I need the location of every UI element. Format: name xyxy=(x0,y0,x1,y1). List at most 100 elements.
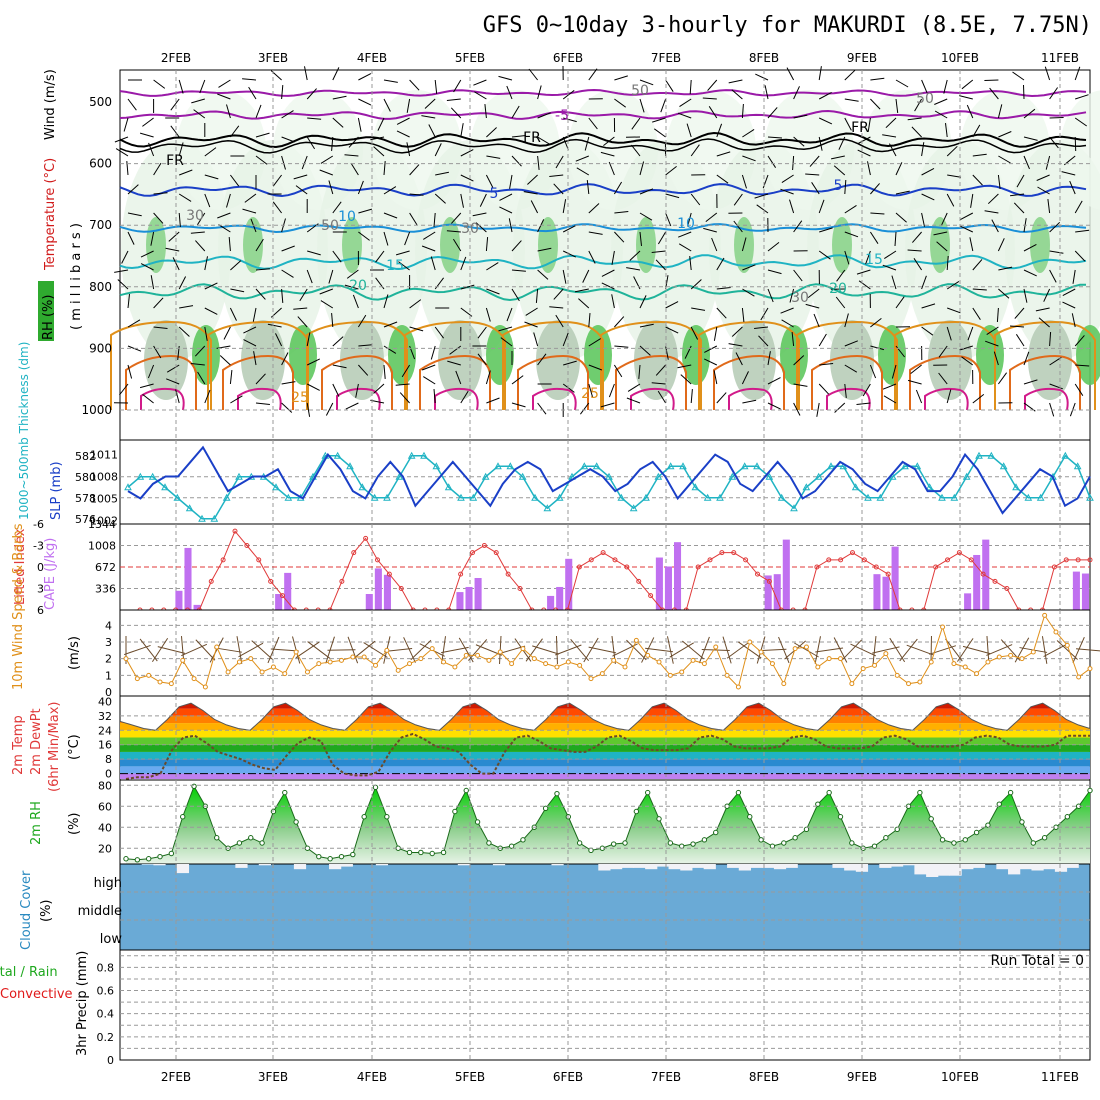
cloud-level-labels: high middle low xyxy=(78,876,123,947)
wind-barb xyxy=(940,212,948,226)
wind-barb xyxy=(708,106,718,119)
wind-barb xyxy=(383,79,398,83)
wind-barb xyxy=(639,295,647,309)
wind-barb xyxy=(813,313,820,328)
wind-barb xyxy=(735,352,743,366)
cloud-gap-bar xyxy=(492,864,506,866)
temp2m-grid xyxy=(120,696,1090,780)
wind-barb xyxy=(611,294,615,309)
wind-barb xyxy=(117,279,129,290)
thickness-marker xyxy=(691,483,700,491)
wind-barb xyxy=(986,326,999,336)
thickness-marker xyxy=(666,462,675,470)
thickness-marker xyxy=(407,451,416,459)
wind-barb xyxy=(230,288,245,293)
wind-barb xyxy=(477,353,487,366)
wind-barb xyxy=(793,114,808,119)
wind-barb xyxy=(844,340,858,347)
cloud-panel: high middle low xyxy=(78,863,1091,951)
wind-barb xyxy=(121,250,129,264)
wind-barb xyxy=(805,173,820,176)
wind-barb xyxy=(946,389,952,404)
contour-magenta xyxy=(237,387,282,411)
wind-barb xyxy=(195,240,206,252)
cloud-level-low: low xyxy=(100,932,123,947)
wind10-tick: 1 xyxy=(105,669,112,682)
cloud-gap-bar xyxy=(703,864,716,870)
wind10-marker xyxy=(826,656,832,662)
wind-barb xyxy=(523,191,538,195)
rh2m-fill xyxy=(126,786,1090,864)
cape-bar xyxy=(383,574,391,610)
wind-barb xyxy=(472,212,487,217)
wind-barb xyxy=(588,231,603,235)
rh2m-marker xyxy=(713,829,719,836)
thickness-marker xyxy=(592,462,601,470)
wind-barb xyxy=(253,351,257,366)
wind-barb xyxy=(907,379,922,385)
upper-wind-label: Wind (m/s) xyxy=(43,69,58,140)
li-marker xyxy=(873,564,879,570)
cape-bar xyxy=(891,546,899,610)
wind-barb xyxy=(267,323,282,328)
cloud-gap-bar xyxy=(773,864,787,870)
wind10-barb xyxy=(352,640,376,660)
wind-barb xyxy=(626,397,641,404)
cloud-gap-bar xyxy=(141,864,154,865)
wind-barb xyxy=(409,79,420,91)
wind-barb xyxy=(499,193,513,201)
wind-barb xyxy=(383,294,389,309)
rh-shade-dark xyxy=(243,217,263,273)
wind-barb xyxy=(657,231,667,245)
wind-barb xyxy=(511,402,526,408)
wind-barb xyxy=(1072,269,1076,284)
cape-bar xyxy=(873,574,881,610)
wind10-marker xyxy=(475,652,481,658)
contour-magenta xyxy=(728,387,773,411)
upper-mb-label: ( m i l l i b a r s ) xyxy=(69,223,84,330)
rh2m-marker xyxy=(633,808,640,815)
wind-barb xyxy=(969,237,974,252)
cape-bar xyxy=(764,575,772,610)
wind-barb xyxy=(525,307,538,316)
wind10-marker xyxy=(418,656,424,662)
wind-barb xyxy=(677,364,692,369)
wind10-barb xyxy=(347,636,359,664)
wind10-marker xyxy=(486,657,492,663)
thickness-marker xyxy=(333,451,342,459)
rh2m-label: 2m RH xyxy=(29,801,44,845)
wind10-marker xyxy=(1087,666,1093,672)
cloud-level-high: high xyxy=(94,876,122,891)
rh2m-marker xyxy=(282,789,288,796)
rh2m-marker xyxy=(384,814,390,820)
wind-barb xyxy=(818,250,831,260)
wind-barb xyxy=(383,364,386,379)
wind10-marker xyxy=(293,649,299,655)
rh2m-tick: 20 xyxy=(98,842,112,855)
li-tick: -6 xyxy=(33,518,44,531)
wind10-marker xyxy=(872,662,878,668)
wind-barb xyxy=(175,389,180,404)
wind-barb xyxy=(627,383,641,392)
wind-barb xyxy=(370,399,385,404)
wind-barb xyxy=(421,364,436,371)
wind-barb xyxy=(716,307,727,319)
wind-barb xyxy=(582,269,590,283)
wind10-marker xyxy=(361,654,367,660)
wind-barb xyxy=(665,212,672,227)
wind-barb xyxy=(756,204,769,214)
wind-barb xyxy=(1023,155,1030,170)
wind-barb xyxy=(998,266,1013,271)
rh2m-marker xyxy=(656,816,662,822)
wind-barb xyxy=(127,319,141,328)
wind10-barb xyxy=(1072,637,1085,663)
wind-barb xyxy=(352,294,359,309)
cape-bar xyxy=(964,593,972,610)
cape-tick: 336 xyxy=(95,583,116,596)
rh2m-marker xyxy=(1019,819,1025,825)
wind-barb xyxy=(741,371,749,385)
li-marker xyxy=(1075,557,1081,563)
contour-magenta xyxy=(434,387,479,411)
wind-barb xyxy=(553,183,564,195)
wind-barb xyxy=(639,79,654,86)
